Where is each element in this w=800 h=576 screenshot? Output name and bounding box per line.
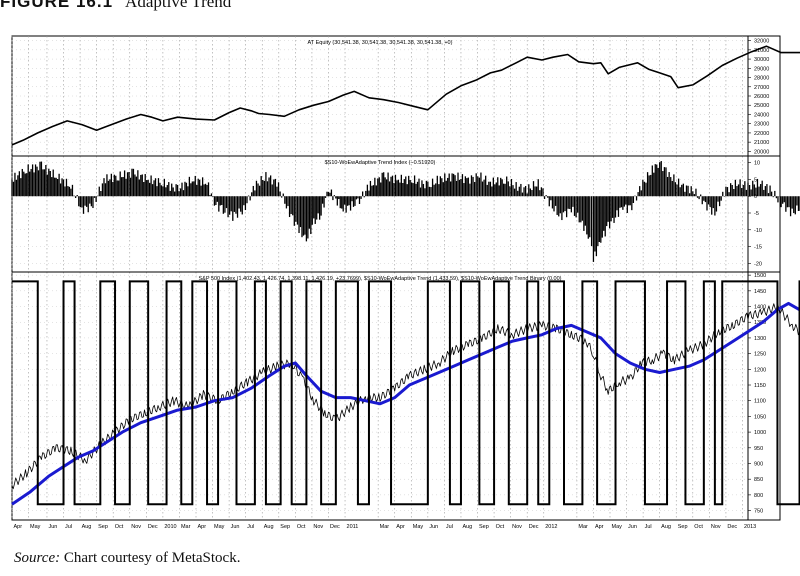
x-tick-label: Aug: [661, 524, 671, 530]
y-tick-label: -20: [754, 261, 762, 267]
x-tick-label: Oct: [297, 524, 306, 530]
chart-frame: [11, 35, 781, 521]
y-tick-label: 900: [754, 461, 763, 467]
x-tick-label: Sep: [98, 524, 108, 530]
x-tick-label: Nov: [131, 524, 141, 530]
x-tick-label: Jun: [231, 524, 240, 530]
y-tick-label: 10: [754, 161, 760, 167]
y-tick-label: 23000: [754, 122, 769, 128]
x-tick-label: Mar: [380, 524, 390, 530]
y-tick-label: 26000: [754, 94, 769, 100]
binary-trend-step-line: [12, 280, 800, 506]
x-tick-label: Mar: [578, 524, 588, 530]
x-tick-label: Dec: [727, 524, 737, 530]
x-tick-label: Apr: [198, 524, 207, 530]
figure-number: FIGURE 16.1: [0, 0, 114, 11]
adaptive-trend-line: [11, 301, 800, 506]
x-tick-label: Sep: [280, 524, 290, 530]
x-tick-label: Nov: [711, 524, 721, 530]
y-tick-label: 24000: [754, 112, 769, 118]
pane-title: S&P 500 Index (1,402.43, 1,426.74, 1,398…: [199, 276, 562, 282]
chart-pane-2: 10 5 0 -5 -10 -15 -20 $S10-WoEwAdaptive Trend I…: [11, 155, 800, 267]
y-tick-label: 1450: [754, 289, 766, 295]
x-tick-label: May: [612, 524, 623, 530]
x-tick-label: Sep: [479, 524, 489, 530]
source-text: Chart courtesy of MetaStock.: [60, 550, 241, 566]
x-tick-label: Oct: [694, 524, 703, 530]
figure-title: FIGURE 16.1 Adaptive Trend: [0, 0, 231, 14]
x-tick-label: Jun: [429, 524, 438, 530]
x-tick-label: Oct: [496, 524, 505, 530]
x-tick-label: Apr: [595, 524, 604, 530]
y-tick-label: 21000: [754, 140, 769, 146]
x-tick-label: 2010: [164, 524, 176, 530]
x-tick-label: Jun: [628, 524, 637, 530]
x-tick-label: Dec: [529, 524, 539, 530]
x-tick-label: May: [30, 524, 41, 530]
y-tick-label: 1100: [754, 399, 766, 405]
y-tick-label: -15: [754, 245, 762, 251]
y-tick-label: 1200: [754, 367, 766, 373]
x-tick-label: Oct: [115, 524, 124, 530]
pane-title: $S10-WoEwAdaptive Trend Index (−0.51920): [325, 160, 436, 166]
y-tick-label: 850: [754, 477, 763, 483]
y-tick-label: 30000: [754, 57, 769, 63]
figure-name: Adaptive Trend: [125, 0, 232, 11]
chart-pane-1: 32000 31000 30000 29000 28000 27000 26000 25000…: [11, 39, 800, 155]
y-tick-label: 1000: [754, 430, 766, 436]
y-tick-label: 22000: [754, 131, 769, 137]
y-tick-label: 25000: [754, 103, 769, 109]
y-tick-label: 750: [754, 509, 763, 515]
y-tick-label: 1150: [754, 383, 766, 389]
pane-title: AT Equity (30,541.38, 30,541.38, 30,541.…: [308, 40, 453, 46]
y-tick-label: 800: [754, 493, 763, 499]
y-tick-label: 20000: [754, 149, 769, 155]
metastock-chart: 32000 31000 30000 29000 28000 27000 26000 25000…: [11, 35, 800, 530]
x-tick-label: Dec: [148, 524, 158, 530]
x-tick-label: Aug: [82, 524, 92, 530]
y-tick-label: 1250: [754, 352, 766, 358]
x-tick-label: Jul: [645, 524, 652, 530]
price-line: [11, 301, 800, 490]
y-tick-label: 950: [754, 446, 763, 452]
x-tick-label: Jul: [446, 524, 453, 530]
x-tick-label: Apr: [396, 524, 405, 530]
y-tick-label: 28000: [754, 76, 769, 82]
x-tick-label: 2012: [545, 524, 557, 530]
x-tick-label: Apr: [14, 524, 23, 530]
chart-pane-3: 1500145014001350130012501200115011001050…: [11, 271, 800, 515]
equity-line: [11, 45, 800, 146]
x-tick-label: 2013: [744, 524, 756, 530]
x-tick-label: Dec: [330, 524, 340, 530]
y-tick-label: 0: [754, 194, 757, 200]
x-tick-label: May: [214, 524, 225, 530]
x-tick-label: Nov: [313, 524, 323, 530]
x-tick-label: May: [413, 524, 424, 530]
y-tick-label: 32000: [754, 39, 769, 45]
y-tick-label: 5: [754, 177, 757, 183]
x-tick-label: Nov: [512, 524, 522, 530]
x-tick-label: Jul: [247, 524, 254, 530]
y-tick-label: 1400: [754, 305, 766, 311]
x-tick-label: Jul: [65, 524, 72, 530]
y-tick-label: 31000: [754, 48, 769, 54]
y-tick-label: 1050: [754, 414, 766, 420]
x-tick-label: Mar: [181, 524, 191, 530]
y-tick-label: 27000: [754, 85, 769, 91]
y-tick-label: -5: [754, 211, 759, 217]
y-tick-label: 1300: [754, 336, 766, 342]
source-label: Source:: [14, 550, 61, 566]
x-tick-label: Sep: [678, 524, 688, 530]
y-tick-label: 29000: [754, 66, 769, 72]
x-tick-label: Aug: [462, 524, 472, 530]
y-tick-label: -10: [754, 228, 762, 234]
x-tick-label: Aug: [264, 524, 274, 530]
x-tick-label: Jun: [48, 524, 57, 530]
y-tick-label: 1500: [754, 273, 766, 279]
x-tick-label: 2011: [347, 524, 359, 530]
figure-source: Source: Chart courtesy of MetaStock.: [14, 550, 240, 567]
